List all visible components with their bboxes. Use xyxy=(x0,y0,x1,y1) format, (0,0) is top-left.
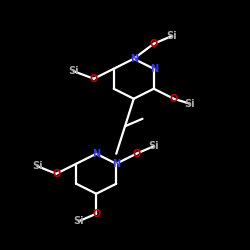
Text: N: N xyxy=(92,149,100,159)
Text: O: O xyxy=(52,169,60,179)
Text: N: N xyxy=(112,159,120,169)
Text: N: N xyxy=(150,64,158,74)
Text: O: O xyxy=(170,94,178,104)
Text: Si: Si xyxy=(68,66,79,76)
Text: O: O xyxy=(92,209,100,219)
Text: Si: Si xyxy=(32,161,43,171)
Text: Si: Si xyxy=(166,31,176,41)
Text: O: O xyxy=(132,149,140,159)
Text: Si: Si xyxy=(148,141,159,151)
Text: Si: Si xyxy=(185,99,195,109)
Text: O: O xyxy=(90,74,98,84)
Text: O: O xyxy=(150,39,158,49)
Text: N: N xyxy=(130,54,138,64)
Text: Si: Si xyxy=(74,216,84,226)
